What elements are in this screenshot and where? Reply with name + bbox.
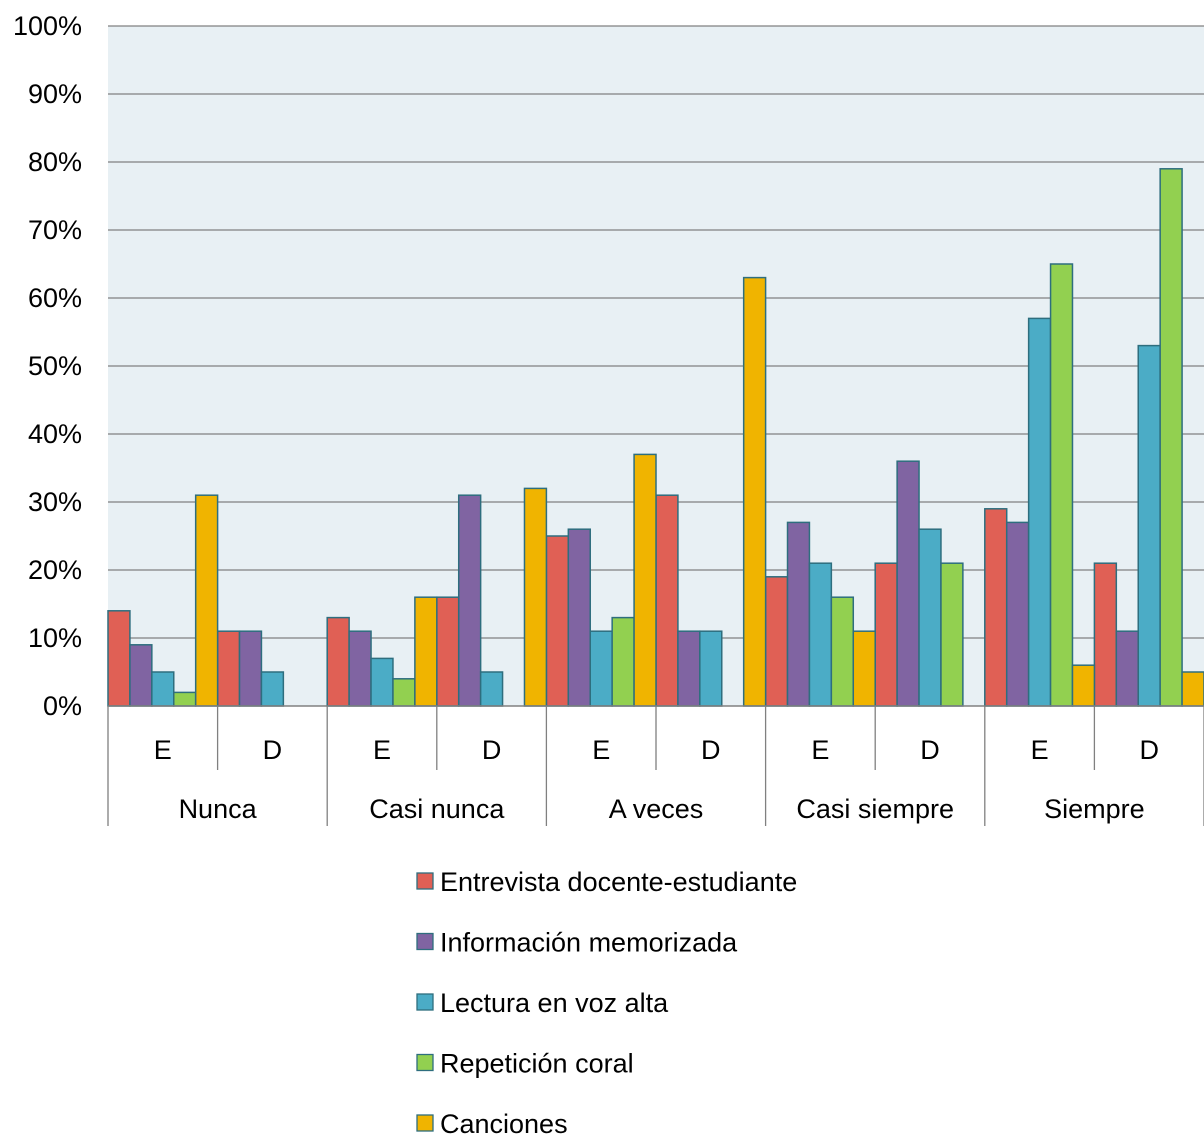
y-tick-label: 70% bbox=[28, 215, 82, 245]
y-tick-label: 80% bbox=[28, 147, 82, 177]
legend-swatch bbox=[416, 932, 434, 951]
x-sub-label: E bbox=[1031, 735, 1049, 765]
bar bbox=[1115, 630, 1139, 707]
bar bbox=[589, 630, 613, 707]
bar bbox=[830, 596, 855, 707]
legend-swatch bbox=[416, 1053, 434, 1072]
x-sub-label: D bbox=[482, 735, 502, 765]
x-group-label: Nunca bbox=[179, 794, 258, 824]
y-tick-label: 100% bbox=[13, 11, 82, 41]
bar bbox=[633, 453, 657, 707]
bar bbox=[655, 494, 679, 707]
bar bbox=[1027, 317, 1052, 707]
bar bbox=[786, 521, 811, 707]
x-group-label: Casi siempre bbox=[796, 794, 954, 824]
bar bbox=[918, 528, 942, 707]
legend: Entrevista docente-estudiante Información… bbox=[416, 867, 797, 1134]
y-tick-label: 0% bbox=[43, 691, 82, 721]
bars bbox=[107, 168, 1204, 707]
x-sub-label: D bbox=[920, 735, 940, 765]
bar bbox=[370, 657, 394, 707]
bar bbox=[742, 276, 767, 707]
x-sub-label: D bbox=[263, 735, 283, 765]
x-group-label: Siempre bbox=[1044, 794, 1145, 824]
y-tick-label: 50% bbox=[28, 351, 82, 381]
x-sub-label: E bbox=[811, 735, 829, 765]
x-axis bbox=[107, 705, 1204, 826]
bar bbox=[216, 630, 241, 707]
legend-swatch bbox=[416, 872, 434, 890]
bar bbox=[940, 562, 964, 707]
y-tick-label: 20% bbox=[28, 555, 82, 585]
x-group-label: A veces bbox=[609, 794, 704, 824]
x-sub-label: E bbox=[373, 735, 391, 765]
bar bbox=[173, 691, 197, 707]
bar bbox=[1071, 664, 1096, 707]
x-sub-label: D bbox=[701, 735, 721, 765]
y-tick-label: 30% bbox=[28, 487, 82, 517]
legend-swatch bbox=[416, 993, 434, 1011]
legend-label: Repetición coral bbox=[440, 1049, 634, 1079]
bar bbox=[896, 460, 920, 707]
bar bbox=[764, 576, 789, 707]
bar bbox=[436, 596, 460, 707]
bar bbox=[1181, 671, 1204, 707]
bar bbox=[699, 630, 723, 707]
bar bbox=[1005, 521, 1030, 707]
bar bbox=[348, 630, 372, 707]
bar bbox=[326, 616, 350, 707]
bar bbox=[392, 678, 416, 707]
legend-label: Canciones bbox=[440, 1109, 568, 1134]
bar bbox=[457, 494, 482, 707]
bar bbox=[238, 630, 263, 707]
x-group-label: Casi nunca bbox=[369, 794, 505, 824]
bar bbox=[545, 535, 570, 707]
legend-label: Lectura en voz alta bbox=[440, 988, 669, 1018]
legend-label: Información memorizada bbox=[440, 928, 738, 958]
y-tick-label: 60% bbox=[28, 283, 82, 313]
bar bbox=[151, 671, 175, 707]
bar bbox=[107, 610, 131, 707]
bar bbox=[567, 528, 591, 707]
bar bbox=[852, 630, 876, 707]
bar bbox=[479, 671, 504, 707]
x-sub-label: E bbox=[592, 735, 610, 765]
legend-label: Entrevista docente-estudiante bbox=[440, 867, 797, 897]
x-sub-label: E bbox=[154, 735, 172, 765]
bar bbox=[1049, 263, 1074, 707]
bar bbox=[194, 494, 219, 707]
x-axis-group-labels: Nunca Casi nunca A veces Casi siempre Siempr… bbox=[179, 794, 1145, 824]
bar bbox=[1093, 562, 1118, 707]
bar bbox=[874, 562, 898, 707]
bar bbox=[129, 644, 153, 707]
bar bbox=[1159, 168, 1183, 707]
bar bbox=[808, 562, 833, 707]
y-axis-tick-labels: 0% 10% 20% 30% 40% 50% 60% 70% 80% 90% 100% bbox=[13, 11, 82, 721]
bar bbox=[984, 508, 1008, 707]
y-tick-label: 10% bbox=[28, 623, 82, 653]
bar bbox=[260, 671, 285, 707]
legend-swatch bbox=[416, 1114, 434, 1132]
bar bbox=[414, 596, 438, 707]
y-tick-label: 90% bbox=[28, 79, 82, 109]
bar bbox=[677, 630, 701, 707]
bar bbox=[523, 487, 548, 707]
bar bbox=[1137, 344, 1161, 707]
bar bbox=[611, 616, 635, 707]
y-tick-label: 40% bbox=[28, 419, 82, 449]
x-sub-label: D bbox=[1139, 735, 1159, 765]
